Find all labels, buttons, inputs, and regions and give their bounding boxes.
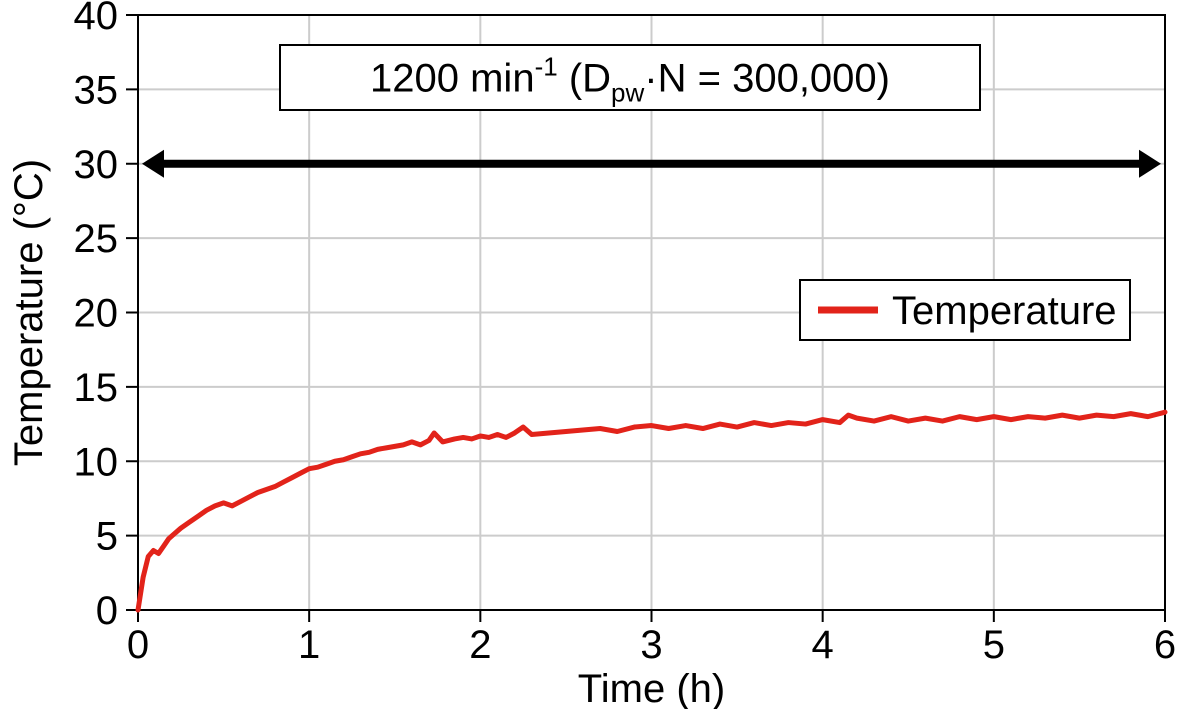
y-tick-label: 25 (74, 217, 119, 261)
y-tick-label: 20 (74, 292, 119, 336)
y-tick-label: 5 (96, 515, 118, 559)
x-tick-label: 2 (469, 623, 491, 667)
y-tick-label: 35 (74, 68, 119, 112)
y-tick-label: 15 (74, 366, 119, 410)
y-axis-label: Temperature (°C) (7, 159, 51, 466)
x-tick-label: 4 (812, 623, 834, 667)
legend-label: Temperature (892, 289, 1117, 333)
x-tick-label: 3 (640, 623, 662, 667)
x-tick-label: 1 (298, 623, 320, 667)
x-axis-label: Time (h) (578, 667, 725, 709)
temperature-chart: 0 1 2 3 4 5 6 0 5 10 15 20 25 30 35 40 Time (h) Temperatu… (0, 0, 1181, 709)
x-tick-label: 6 (1154, 623, 1176, 667)
y-tick-label: 10 (74, 440, 119, 484)
x-tick-label: 0 (127, 623, 149, 667)
chart-svg: 0 1 2 3 4 5 6 0 5 10 15 20 25 30 35 40 Time (h) Temperatu… (0, 0, 1181, 709)
y-tick-label: 0 (96, 589, 118, 633)
y-tick-label: 40 (74, 0, 119, 38)
y-tick-label: 30 (74, 143, 119, 187)
x-tick-label: 5 (983, 623, 1005, 667)
